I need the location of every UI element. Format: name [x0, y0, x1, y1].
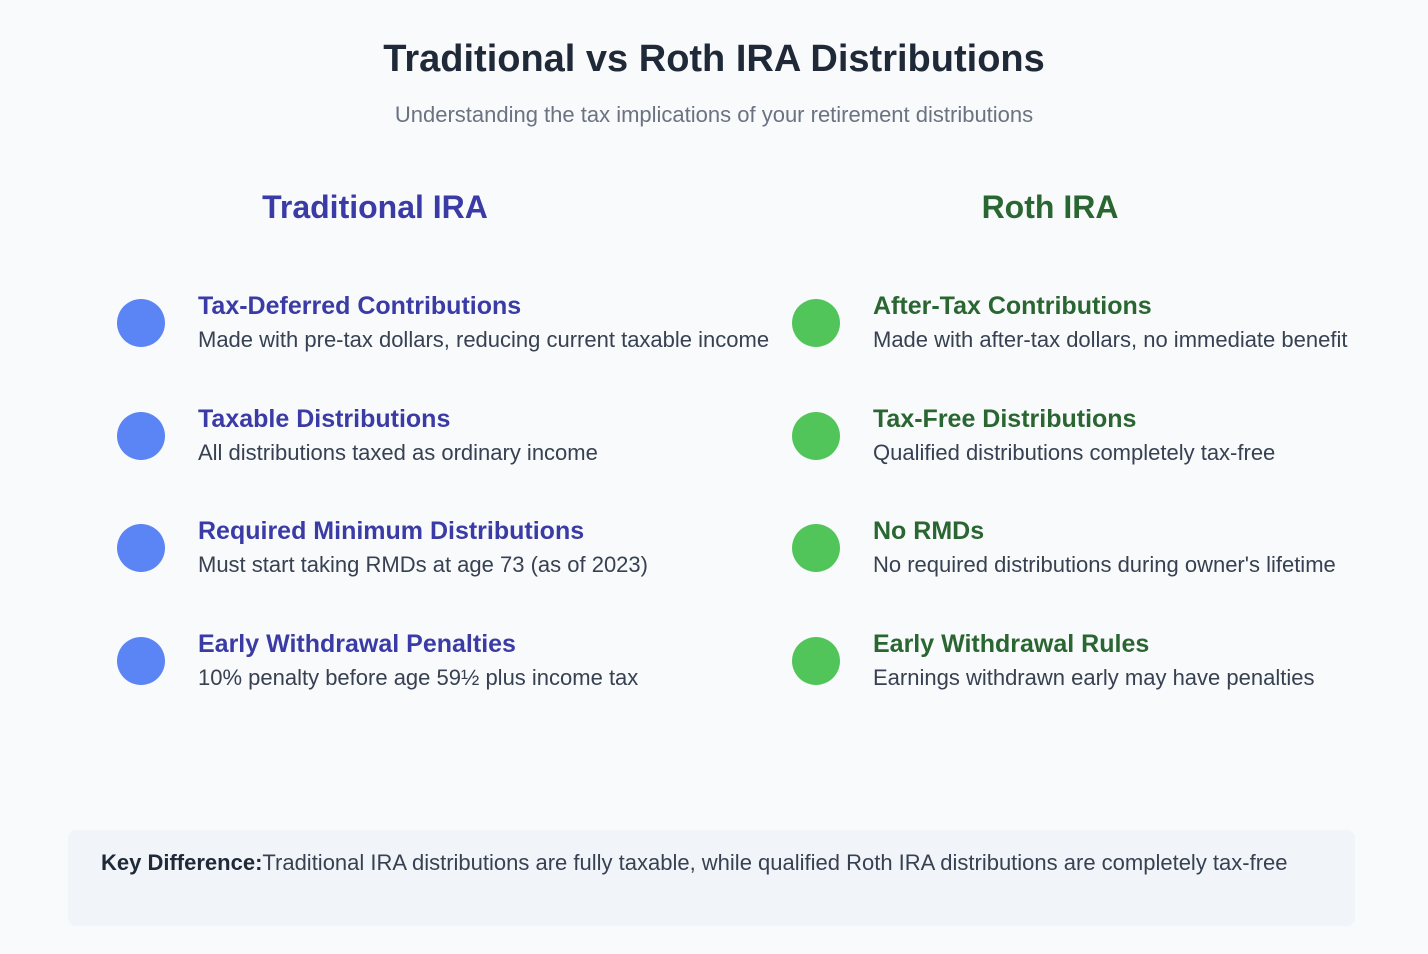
item-description: Must start taking RMDs at age 73 (as of …	[198, 552, 648, 578]
key-text: Traditional IRA distributions are fully …	[262, 850, 1288, 875]
page-subtitle: Understanding the tax implications of yo…	[394, 102, 1034, 127]
bullet-dot	[792, 299, 840, 347]
bullet-dot	[117, 299, 165, 347]
page-title: Traditional vs Roth IRA Distributions	[383, 38, 1045, 80]
item-description: Qualified distributions completely tax-f…	[873, 439, 1276, 465]
bullet-dot	[792, 524, 840, 573]
key-label: Key Difference:	[101, 850, 263, 875]
bullet-dot	[117, 411, 165, 460]
item-description: 10% penalty before age 59½ plus income t…	[198, 665, 639, 691]
item-description: Made with pre-tax dollars, reducing curr…	[198, 327, 770, 352]
key-line: Key Difference:Traditional IRA distribut…	[101, 850, 1288, 876]
column-heading: Traditional IRA	[262, 189, 488, 225]
item-title: Required Minimum Distributions	[198, 517, 585, 546]
item-title: Early Withdrawal Penalties	[198, 630, 516, 659]
column-heading: Roth IRA	[981, 189, 1119, 225]
item-description: Made with after-tax dollars, no immediat…	[873, 327, 1348, 352]
item-description: Earnings withdrawn early may have penalt…	[873, 665, 1315, 691]
item-title: After-Tax Contributions	[873, 292, 1152, 320]
item-title: Tax-Deferred Contributions	[198, 292, 522, 320]
bullet-dot	[117, 637, 165, 686]
key-box	[68, 830, 1355, 926]
bullet-dot	[792, 411, 840, 460]
bullet-dot	[792, 637, 840, 686]
item-title: Tax-Free Distributions	[873, 404, 1137, 433]
bullet-dot	[117, 524, 165, 573]
item-title: Taxable Distributions	[198, 404, 451, 433]
item-description: All distributions taxed as ordinary inco…	[198, 439, 598, 465]
item-title: No RMDs	[873, 517, 985, 546]
item-description: No required distributions during owner's…	[873, 552, 1336, 578]
item-title: Early Withdrawal Rules	[873, 630, 1150, 659]
